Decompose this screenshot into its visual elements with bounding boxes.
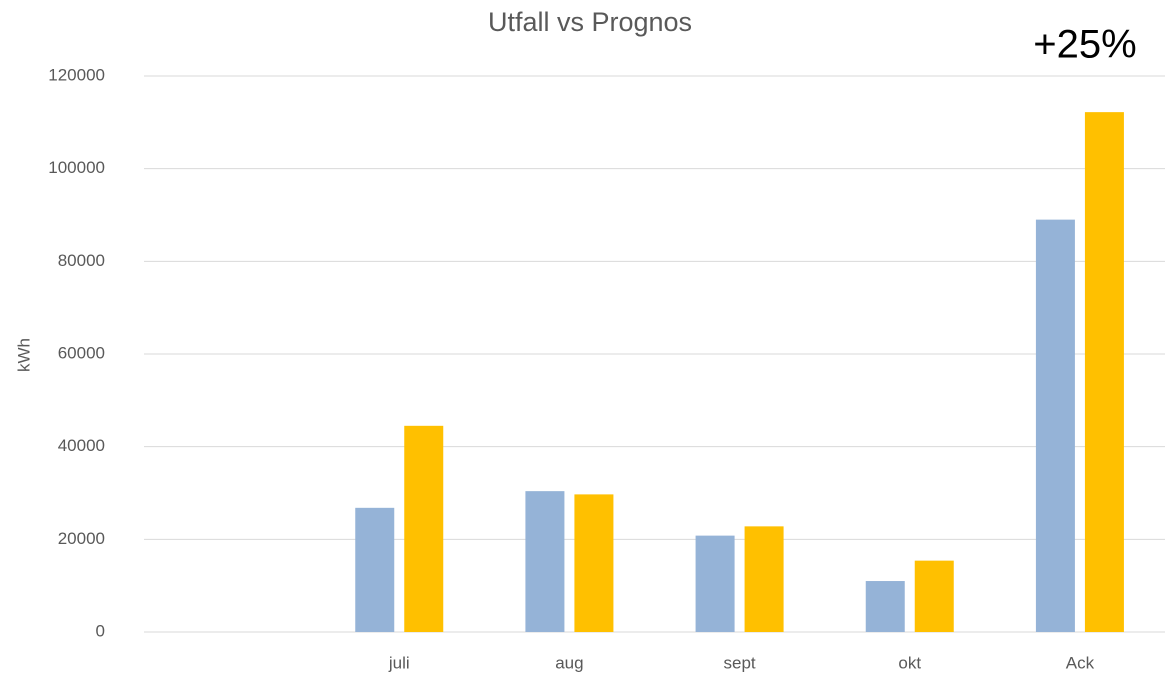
- x-tick-label: Ack: [1066, 653, 1095, 672]
- y-tick-label: 20000: [58, 529, 105, 548]
- x-tick-label: okt: [898, 653, 921, 672]
- x-tick-label: sept: [724, 653, 756, 672]
- y-tick-label: 120000: [48, 65, 105, 84]
- bar: [744, 526, 784, 632]
- bar: [1035, 219, 1075, 632]
- bar: [914, 560, 954, 632]
- bar: [695, 535, 735, 632]
- y-tick-label: 0: [96, 621, 105, 640]
- y-tick-label: 60000: [58, 343, 105, 362]
- bar: [355, 507, 395, 632]
- x-tick-label: aug: [555, 653, 583, 672]
- bar: [525, 491, 565, 632]
- x-tick-label: juli: [388, 653, 410, 672]
- annotation: +25%: [1033, 23, 1136, 67]
- bar: [574, 494, 614, 632]
- y-axis-label: kWh: [14, 338, 33, 372]
- chart-title: Utfall vs Prognos: [488, 7, 692, 37]
- bar: [865, 581, 905, 632]
- bar: [404, 425, 444, 632]
- bar: [1084, 112, 1124, 632]
- y-tick-label: 100000: [48, 158, 105, 177]
- y-tick-label: 80000: [58, 251, 105, 270]
- y-tick-label: 40000: [58, 436, 105, 455]
